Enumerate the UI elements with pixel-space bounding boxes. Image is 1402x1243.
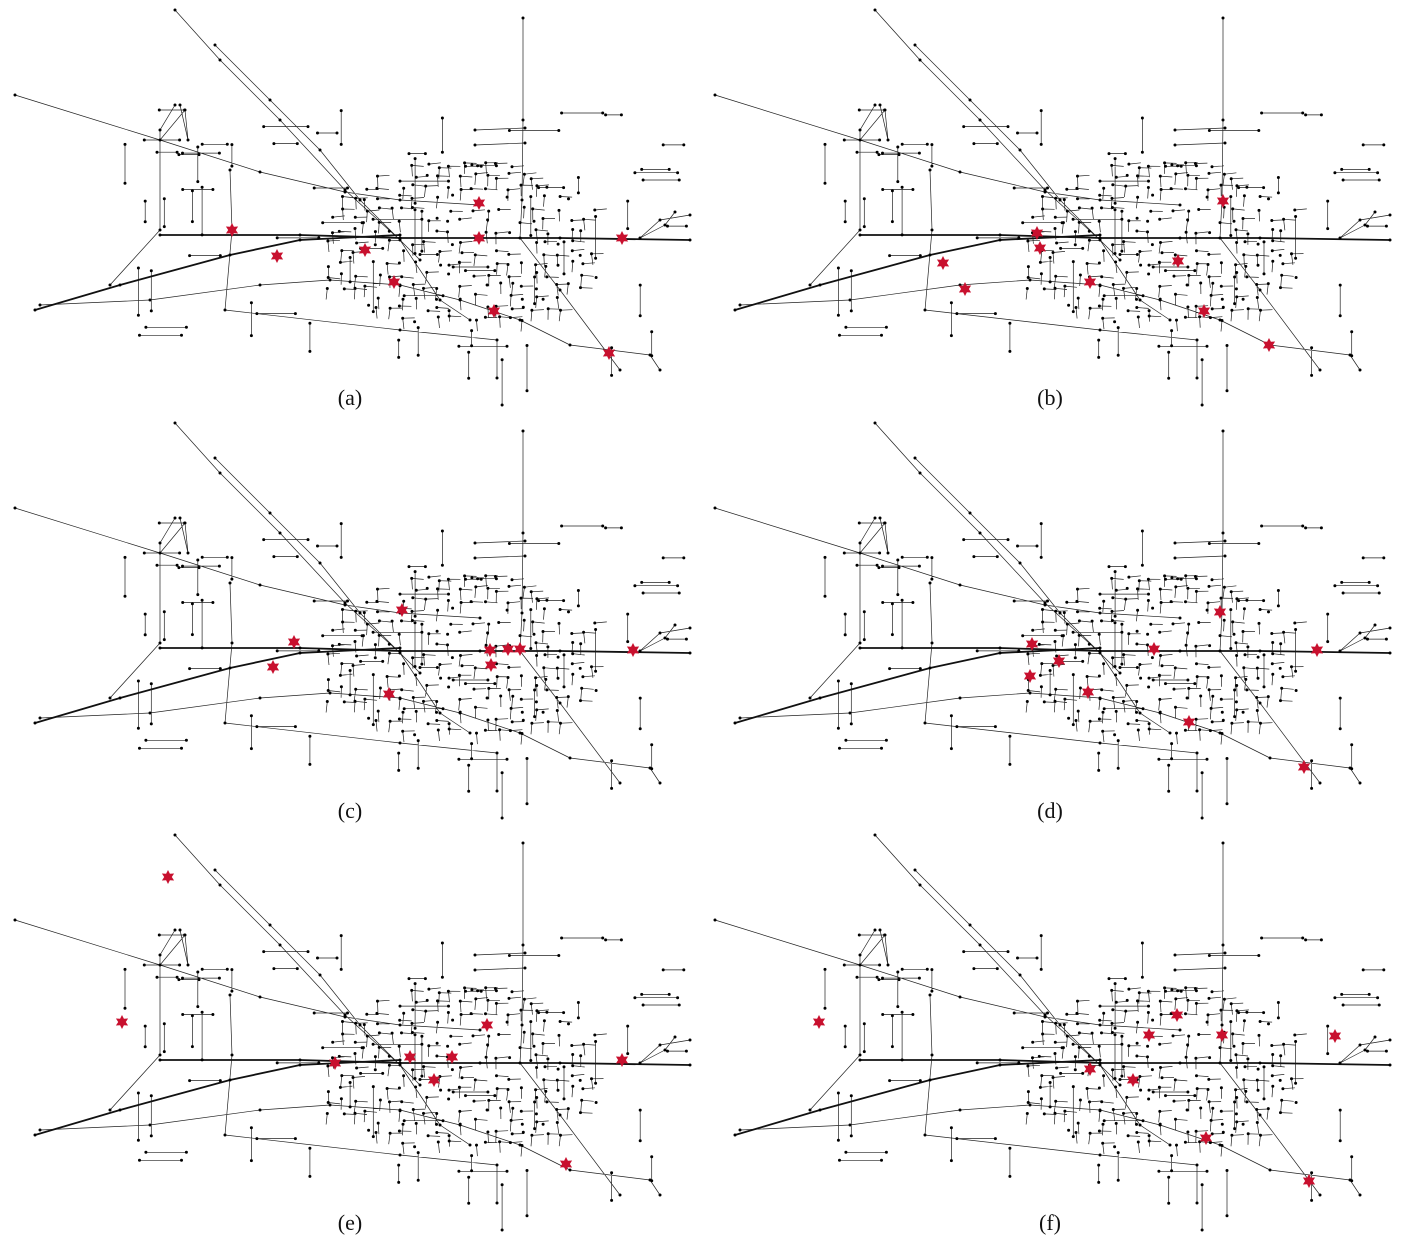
facility-star: [473, 196, 485, 210]
facility-star: [813, 1015, 825, 1029]
panel-caption: (e): [338, 1210, 362, 1235]
network-nodes: [14, 422, 692, 820]
facility-star: [1143, 1028, 1155, 1042]
facility-star: [359, 243, 371, 257]
facility-star: [267, 660, 279, 674]
facility-star: [1214, 605, 1226, 619]
facility-star: [1263, 338, 1275, 352]
network-main-roads: [35, 648, 690, 723]
network-edges: [15, 835, 690, 1230]
facility-star: [627, 643, 639, 657]
panel-caption: (d): [1037, 798, 1063, 823]
network-main-roads: [35, 1060, 690, 1135]
facility-star: [481, 1018, 493, 1032]
network-edges: [715, 835, 1390, 1230]
network-panel: [714, 422, 1392, 820]
facility-star: [404, 1050, 416, 1064]
network-edges: [715, 423, 1390, 818]
facility-star: [937, 256, 949, 270]
panel-caption: (a): [338, 385, 362, 410]
network-panel: [714, 9, 1392, 407]
facility-star: [1084, 1062, 1096, 1076]
panel-caption: (f): [1039, 1210, 1061, 1235]
network-nodes: [14, 834, 692, 1232]
facility-star: [1171, 1008, 1183, 1022]
network-main-roads: [35, 235, 690, 310]
facility-star: [1172, 254, 1184, 268]
network-main-roads: [735, 1060, 1390, 1135]
network-nodes: [714, 834, 1392, 1232]
panel-caption: (b): [1037, 385, 1063, 410]
facility-star: [1024, 669, 1036, 683]
facility-star: [1329, 1029, 1341, 1043]
facility-star: [396, 603, 408, 617]
network-nodes: [714, 422, 1392, 820]
facility-star: [485, 658, 497, 672]
network-panel: [14, 9, 692, 407]
network-nodes: [14, 9, 692, 407]
facility-star: [1034, 241, 1046, 255]
facility-star: [1311, 643, 1323, 657]
facility-star: [502, 642, 514, 656]
network-panel: [714, 834, 1392, 1232]
network-edges: [715, 10, 1390, 405]
facility-star: [1183, 715, 1195, 729]
facility-star: [1053, 654, 1065, 668]
network-panel: [14, 834, 692, 1232]
facility-star: [1148, 642, 1160, 656]
network-edges: [15, 423, 690, 818]
facility-star: [288, 635, 300, 649]
network-main-roads: [735, 235, 1390, 310]
facility-star: [1084, 275, 1096, 289]
figure: (a) (b) (c) (d) (e) (f): [0, 0, 1402, 1243]
facility-star: [603, 346, 615, 360]
facility-star: [271, 249, 283, 263]
network-nodes: [714, 9, 1392, 407]
facility-star: [383, 687, 395, 701]
facility-star: [1216, 1028, 1228, 1042]
network-edges: [15, 10, 690, 405]
facility-star: [514, 642, 526, 656]
panel-caption: (c): [338, 798, 362, 823]
facility-star: [1217, 194, 1229, 208]
facility-star: [116, 1015, 128, 1029]
facility-star: [162, 870, 174, 884]
network-panel: [14, 422, 692, 820]
